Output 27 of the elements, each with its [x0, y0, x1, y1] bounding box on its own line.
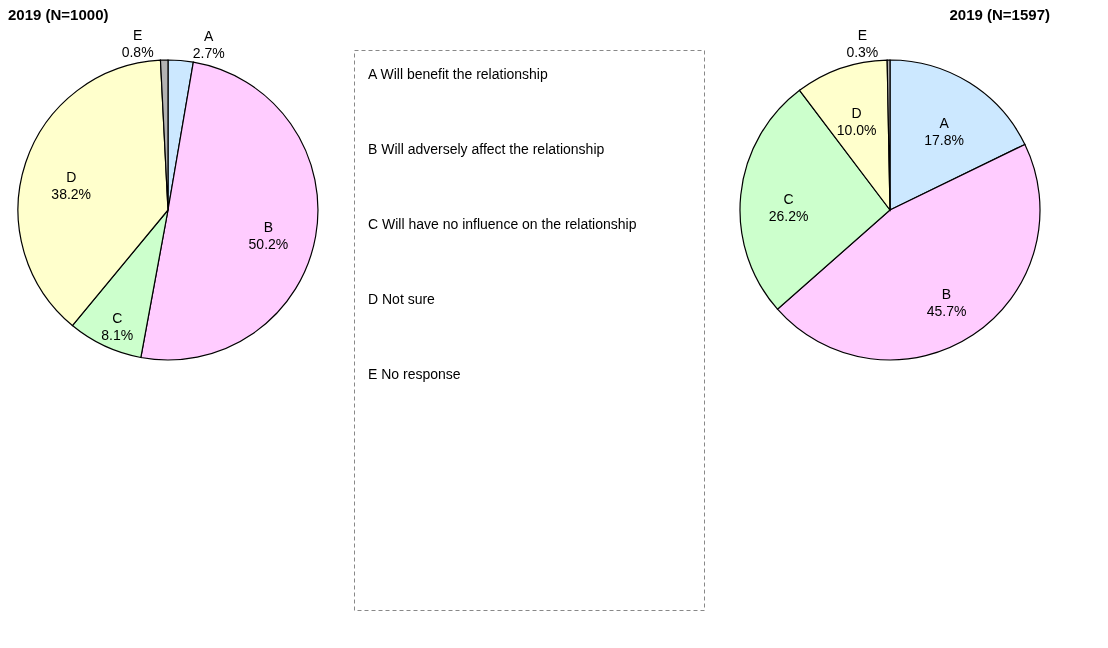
slice-label: E — [132, 27, 143, 44]
slice-label: D — [66, 168, 77, 185]
data-label: 10.0% — [836, 121, 877, 138]
chart-title: 2019 (N=1597) — [949, 6, 1050, 24]
slice-label: C — [112, 309, 123, 326]
text: A Will benefit the relationship — [368, 66, 548, 82]
slice-label: A — [939, 114, 950, 131]
slice-label: B — [263, 218, 274, 235]
text: D Not sure — [368, 291, 436, 307]
chart-title: 2019 (N=1000) — [8, 6, 109, 24]
data-label: 26.2% — [768, 207, 809, 224]
data-label: 0.3% — [846, 44, 879, 61]
slice-label: B — [941, 285, 952, 302]
data-label: 45.7% — [926, 302, 967, 319]
data-label: 38.2% — [51, 185, 92, 202]
text: C Will have no influence on the relationship — [368, 216, 637, 232]
data-label: 8.1% — [101, 326, 134, 343]
text: E No response — [368, 366, 461, 382]
data-label: 50.2% — [248, 235, 289, 252]
data-label: 17.8% — [924, 131, 964, 148]
slice-label: C — [783, 190, 794, 207]
slice-label: E — [857, 27, 868, 44]
data-label: 0.8% — [121, 44, 154, 61]
slice-label: A — [204, 27, 215, 44]
text: B Will adversely affect the relationship — [368, 141, 605, 157]
slice-label: D — [851, 104, 862, 121]
data-label: 2.7% — [192, 44, 225, 61]
